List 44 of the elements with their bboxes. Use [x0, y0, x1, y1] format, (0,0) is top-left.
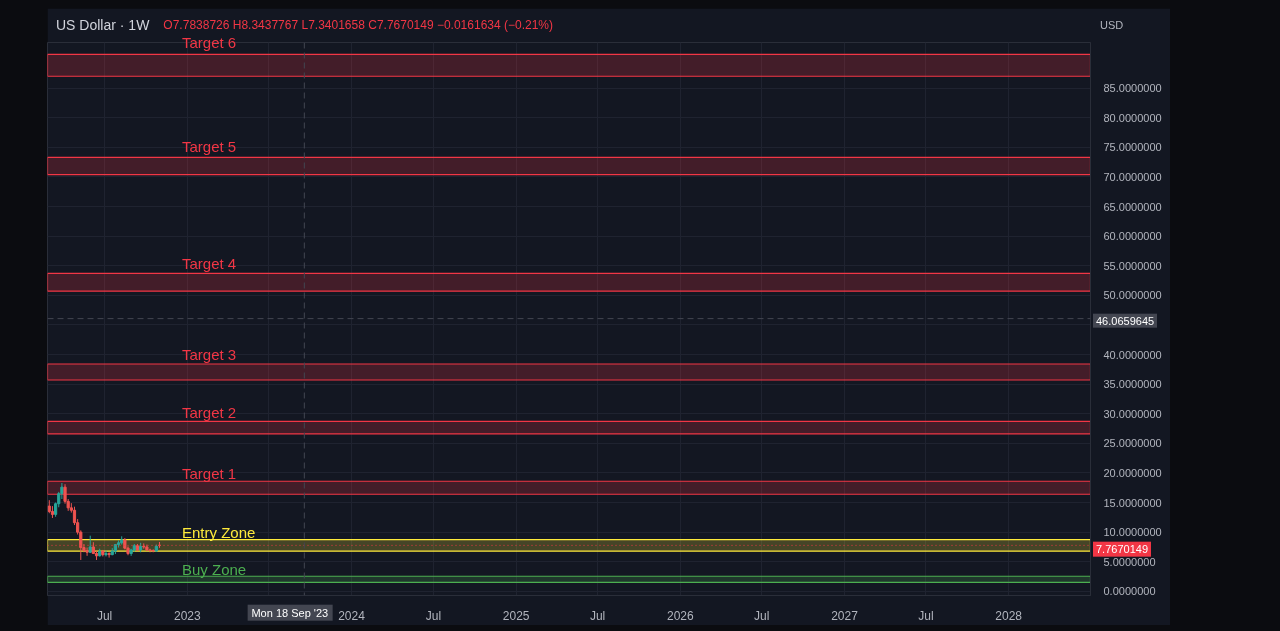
y-tick-label: 20.0000000	[1103, 466, 1162, 479]
band-label: Target 2	[182, 404, 237, 422]
y-tick-label: 40.0000000	[1103, 348, 1162, 361]
x-tick-label: 2028	[995, 608, 1023, 623]
y-tick-label: 35.0000000	[1103, 378, 1162, 391]
ref-line-label: 7.7670149	[1093, 542, 1151, 557]
y-tick-label: 50.0000000	[1103, 289, 1162, 302]
chart-title: US Dollar · 1W	[56, 17, 150, 33]
x-tick-label: 2025	[502, 608, 530, 623]
ref-line-label: Mon 18 Sep '23	[247, 604, 333, 621]
x-tick-label: Jul	[754, 608, 770, 623]
y-tick-label: 75.0000000	[1103, 141, 1162, 154]
x-tick-label: Jul	[918, 608, 934, 623]
candlestick	[107, 551, 111, 559]
band-label: Target 5	[182, 137, 237, 155]
x-tick-label: 2023	[174, 608, 202, 623]
x-tick-label: Jul	[589, 608, 606, 623]
y-tick-label: 0.0000000	[1103, 585, 1156, 598]
x-tick-label: 2026	[666, 608, 694, 623]
y-tick-label: 55.0000000	[1103, 259, 1162, 272]
band-label: Target 3	[182, 346, 237, 364]
band-label: Target 4	[182, 254, 237, 272]
y-tick-label: 5.0000000	[1103, 555, 1156, 568]
band-label: Target 6	[182, 33, 237, 51]
y-tick-label: 60.0000000	[1103, 230, 1162, 243]
x-tick-label: 2027	[831, 608, 859, 623]
y-tick-label: 85.0000000	[1103, 82, 1162, 95]
text: O7.7838726 H8.3437767 L7.3401658 C7.7670149 −0.0161634 (−0.21%)	[163, 18, 554, 32]
x-tick-label: Jul	[96, 608, 113, 623]
band-label: Entry Zone	[182, 523, 256, 541]
y-tick-label: 15.0000000	[1103, 496, 1162, 509]
y-tick-label: 30.0000000	[1103, 407, 1162, 420]
y-tick-label: 70.0000000	[1103, 170, 1162, 183]
y-tick-label: 65.0000000	[1103, 200, 1162, 213]
x-tick-label: Jul	[425, 608, 442, 623]
y-tick-label: 25.0000000	[1103, 437, 1162, 450]
band-label: Buy Zone	[182, 560, 247, 578]
x-tick-label: 2024	[338, 608, 366, 623]
candlestick	[85, 547, 89, 557]
ref-line-label: 46.0659645	[1093, 313, 1158, 328]
y-tick-label: 80.0000000	[1103, 111, 1162, 124]
y-axis-title: USD	[1100, 18, 1124, 32]
y-tick-label: 10.0000000	[1103, 526, 1162, 539]
band-label: Target 1	[182, 464, 237, 482]
